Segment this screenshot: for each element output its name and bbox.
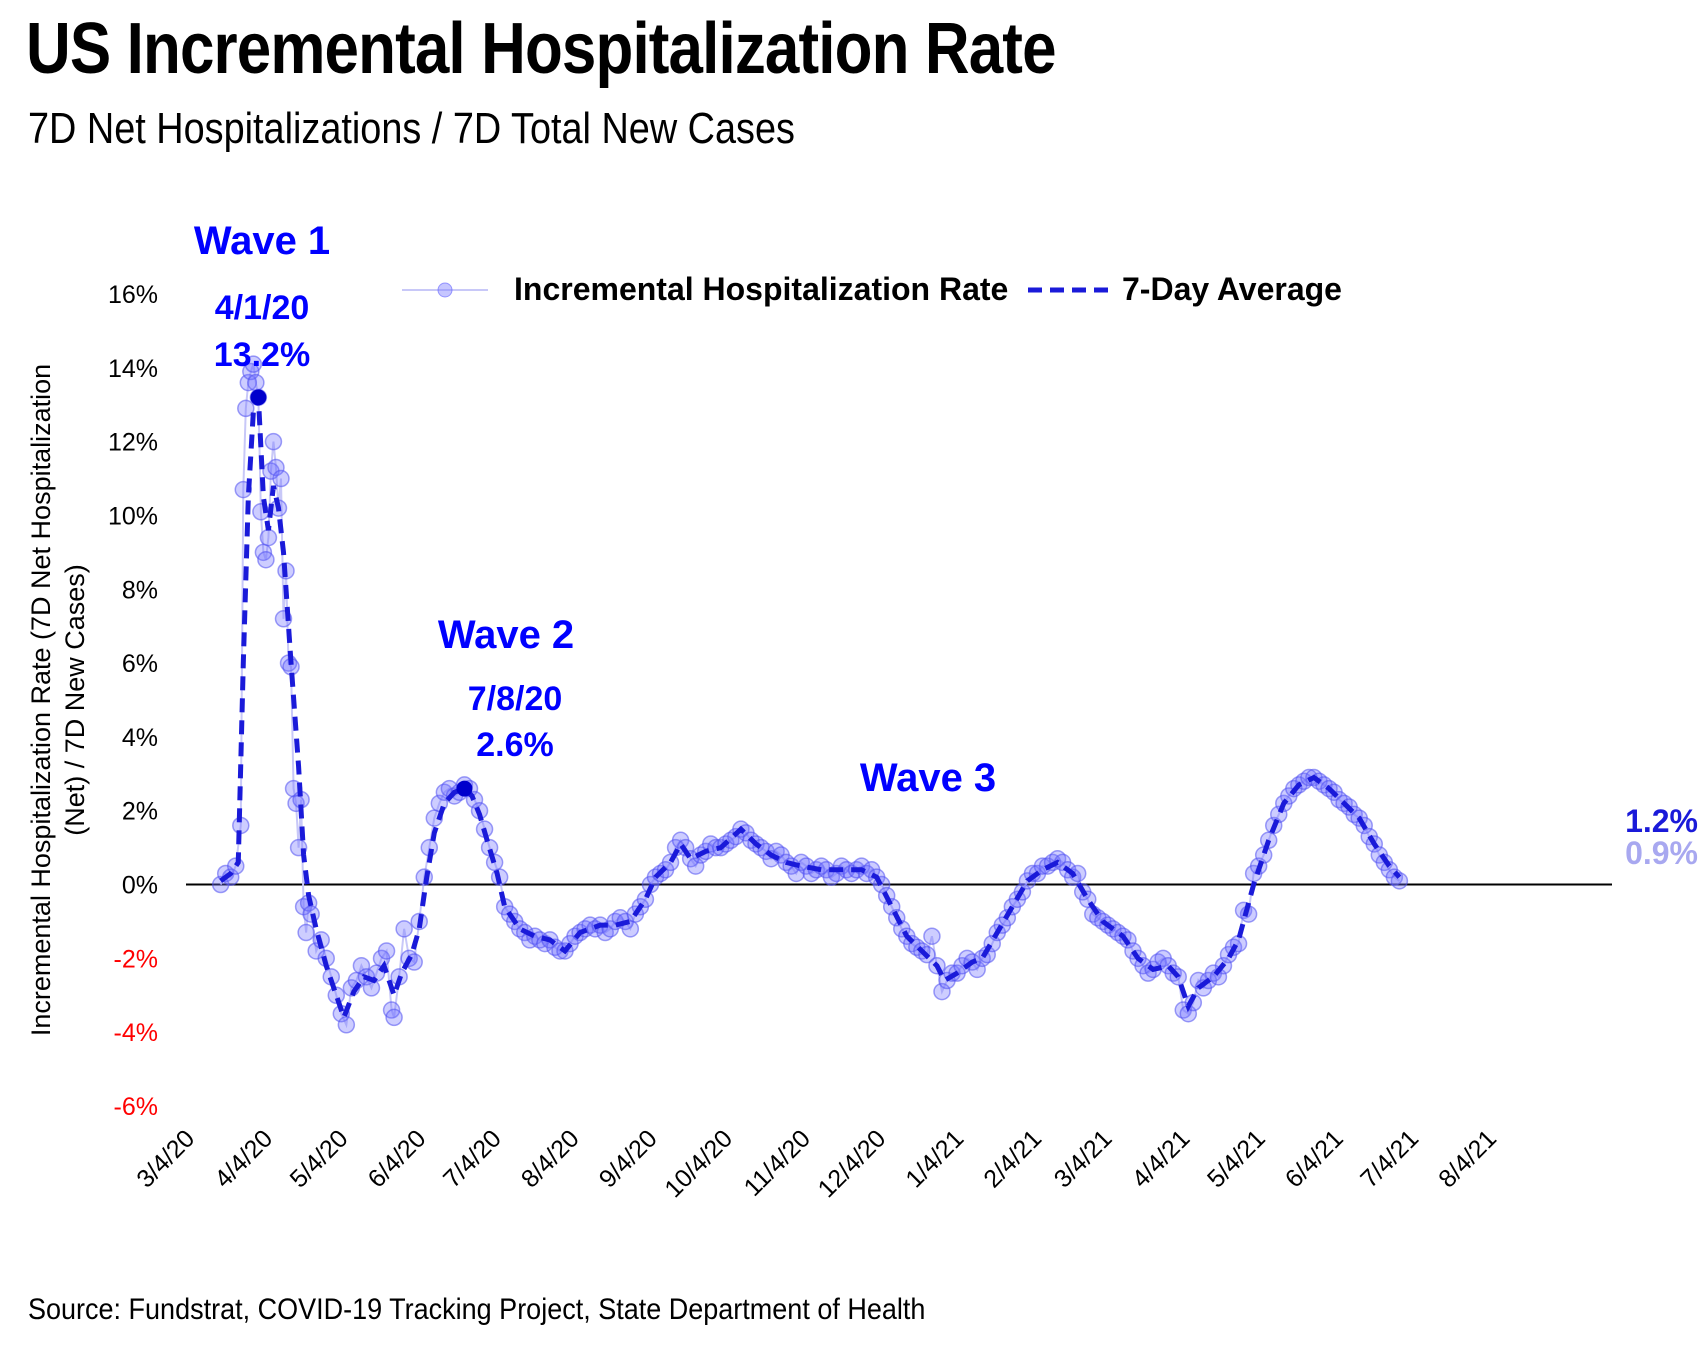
y-tick-label: 16% — [108, 281, 158, 309]
rate-point — [395, 920, 413, 938]
wave1-label: Wave 1 — [194, 219, 330, 263]
x-tick-label: 10/4/20 — [659, 1124, 738, 1203]
legend-rate-label: Incremental Hospitalization Rate — [514, 271, 1008, 307]
rate-point — [968, 960, 986, 979]
x-axis-ticks: 3/4/20 4/4/20 5/4/20 6/4/20 7/4/20 8/4/20 9/4/… — [131, 1124, 1502, 1203]
rate-point — [257, 550, 275, 569]
wave2-value: 2.6% — [476, 726, 554, 764]
seven-day-average-line — [219, 396, 1402, 1025]
chart-title: US Incremental Hospitalization Rate — [26, 9, 1057, 89]
y-tick-label: 6% — [122, 650, 158, 678]
y-axis-label: Incremental Hospitalization Rate (7D Net… — [26, 364, 90, 1036]
rate-markers — [211, 355, 1409, 1034]
rate-point — [267, 458, 285, 477]
y-tick-label: 0% — [122, 872, 158, 900]
x-tick-label: 12/4/20 — [813, 1124, 892, 1203]
legend-avg-label: 7-Day Average — [1122, 271, 1342, 307]
y-tick-label: 14% — [108, 355, 158, 383]
rate-point — [385, 1008, 403, 1027]
x-tick-label: 7/4/20 — [438, 1124, 507, 1193]
x-tick-label: 9/4/20 — [594, 1124, 663, 1193]
legend: Incremental Hospitalization Rate 7-Day A… — [402, 271, 1342, 307]
rate-point — [259, 528, 278, 547]
rate-point — [362, 979, 381, 997]
y-axis-ticks: 16% 14% 12% 10% 8% 6% 4% 2% 0% -2% -4% -6% — [108, 281, 158, 1121]
x-tick-label: 11/4/20 — [739, 1124, 816, 1201]
y-tick-label: -6% — [114, 1093, 158, 1121]
rate-point — [264, 432, 283, 451]
end-rate-value: 0.9% — [1625, 835, 1698, 871]
legend-rate-swatch-marker — [437, 282, 453, 298]
x-tick-label: 8/4/21 — [1433, 1124, 1502, 1193]
x-tick-label: 3/4/21 — [1049, 1124, 1118, 1193]
peak-highlights — [250, 389, 473, 797]
rate-point — [686, 857, 705, 875]
rate-point — [352, 956, 371, 975]
x-tick-label: 2/4/21 — [978, 1124, 1047, 1193]
x-tick-label: 6/4/21 — [1280, 1124, 1349, 1193]
y-tick-label: 12% — [108, 429, 158, 457]
x-tick-label: 3/4/20 — [131, 1124, 200, 1193]
wave2-label: Wave 2 — [438, 613, 574, 657]
y-tick-label: -2% — [114, 945, 158, 973]
wave1-value: 13.2% — [214, 336, 310, 374]
annotations: Wave 1 4/1/20 13.2% Wave 2 7/8/20 2.6% W… — [194, 219, 1698, 871]
rate-point — [244, 355, 263, 373]
y-tick-label: 2% — [122, 798, 158, 826]
wave2-date: 7/8/20 — [468, 680, 563, 718]
y-tick-label: 10% — [108, 502, 158, 530]
rate-point — [237, 399, 255, 418]
y-tick-label: -4% — [114, 1019, 158, 1047]
x-tick-label: 5/4/20 — [285, 1124, 354, 1193]
peak-marker — [250, 389, 267, 406]
rate-point — [377, 942, 396, 960]
chart-area: 16%14%12%10%8%6%4%2%0%-2%-4%-6% 3/4/20 4/… — [26, 219, 1698, 1203]
rate-point — [297, 923, 315, 942]
wave3-label: Wave 3 — [860, 756, 996, 800]
y-tick-label: 4% — [122, 724, 158, 752]
end-average-value: 1.2% — [1625, 803, 1698, 839]
x-tick-label: 4/4/20 — [209, 1124, 278, 1193]
chart-subtitle: 7D Net Hospitalizations / 7D Total New C… — [28, 104, 795, 153]
peak-marker — [456, 780, 473, 797]
x-tick-label: 7/4/21 — [1355, 1124, 1424, 1193]
y-tick-label: 8% — [122, 576, 158, 604]
rate-point — [247, 373, 265, 392]
rate-point — [933, 982, 951, 1001]
rate-point — [923, 927, 941, 945]
x-tick-label: 4/4/21 — [1127, 1124, 1196, 1193]
rate-point — [1390, 872, 1409, 890]
x-tick-label: 8/4/20 — [516, 1124, 585, 1193]
x-tick-label: 1/4/21 — [900, 1124, 969, 1193]
wave1-date: 4/1/20 — [215, 289, 310, 327]
rate-point — [337, 1016, 356, 1034]
source-note: Source: Fundstrat, COVID-19 Tracking Pro… — [28, 1293, 926, 1326]
rate-point — [272, 469, 290, 488]
x-tick-label: 6/4/20 — [363, 1124, 432, 1193]
x-tick-label: 5/4/21 — [1202, 1124, 1271, 1193]
